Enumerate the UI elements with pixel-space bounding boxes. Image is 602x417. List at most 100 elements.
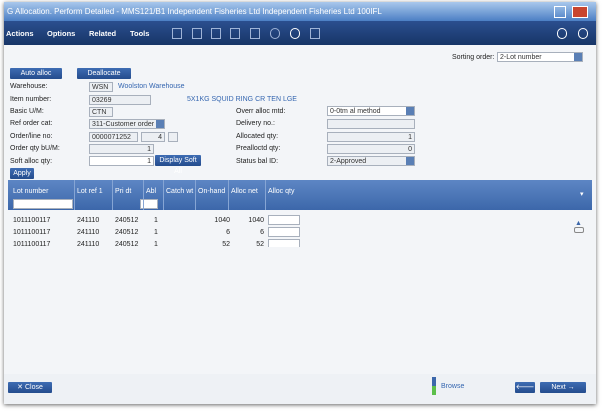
button[interactable]: Display Soft All	[155, 155, 201, 175]
label: Order qty bU/M:	[10, 145, 60, 152]
field: 0000071252	[89, 132, 138, 142]
button[interactable]: Deallocate	[77, 68, 131, 79]
zoom-icon[interactable]	[557, 28, 567, 39]
label: Allocated qty:	[236, 133, 279, 140]
toolbar-icon[interactable]	[211, 28, 221, 39]
cell: 240512	[115, 241, 139, 247]
field: 1	[89, 144, 154, 154]
column-menu[interactable]: ▾	[580, 191, 584, 198]
table-header: ▾ Lot number Lot ref 1 Pri dt Abl Catch wt On…	[8, 180, 592, 210]
field-text: Woolston Warehouse	[118, 83, 185, 90]
cell: 1040	[248, 217, 264, 224]
column-header: Alloc net	[231, 188, 258, 195]
label: Sorting order:	[452, 54, 495, 61]
alloc-input[interactable]	[268, 239, 300, 247]
menu-item[interactable]: Related	[89, 29, 117, 38]
toolbar-icon[interactable]	[250, 28, 260, 39]
button-text: Next	[551, 384, 566, 391]
column-header: Lot number	[13, 188, 49, 195]
browse-icon[interactable]	[432, 377, 436, 395]
label: Ref order cat:	[10, 120, 53, 127]
column-header: On-hand	[198, 188, 226, 195]
window: G Allocation. Perform Detailed - MMS121/…	[4, 2, 596, 404]
menu-item[interactable]: Options	[47, 29, 76, 38]
label: Warehouse:	[10, 83, 48, 90]
button-text: Close	[24, 384, 43, 391]
cell: 1	[154, 229, 158, 236]
button[interactable]: Apply	[10, 168, 34, 179]
column-separator	[265, 180, 266, 210]
button[interactable]: Next →	[540, 382, 586, 393]
toolbar-icon[interactable]	[172, 28, 182, 39]
column-header: Catch wt	[166, 188, 194, 195]
scroll-up[interactable]: ▲	[575, 220, 582, 227]
column-header: Alloc qty	[268, 188, 295, 195]
link[interactable]: Browse	[441, 383, 465, 390]
select: 2-Approved	[327, 156, 415, 166]
toolbar-icon[interactable]	[310, 28, 320, 39]
label: Basic U/M:	[10, 108, 44, 115]
cell: 1011100117	[13, 241, 51, 247]
column-separator	[74, 180, 75, 210]
button[interactable]: Auto alloc	[10, 68, 62, 79]
label: Item number:	[10, 96, 52, 103]
help-icon[interactable]	[578, 28, 588, 39]
label: Delivery no.:	[236, 120, 275, 127]
alloc-input[interactable]	[268, 215, 300, 225]
field: 4	[141, 132, 165, 142]
menu-item[interactable]: Tools	[130, 29, 150, 38]
toolbar-icon[interactable]	[270, 28, 280, 39]
cell: 1040	[214, 217, 230, 224]
cell: 241110	[77, 241, 100, 247]
field: 1	[327, 132, 415, 142]
refresh-icon[interactable]	[290, 28, 300, 39]
select: 311-Customer order	[89, 119, 165, 129]
field: 03269	[89, 95, 151, 105]
column-separator	[143, 180, 144, 210]
select[interactable]: 2-Lot number	[497, 52, 583, 62]
label: Order/line no:	[10, 133, 53, 140]
cell: 6	[260, 229, 264, 236]
toolbar-icon[interactable]	[230, 28, 240, 39]
cell: 52	[222, 241, 230, 247]
column-header: Lot ref 1	[77, 188, 103, 195]
scroll-thumb[interactable]	[574, 227, 584, 233]
column-separator	[112, 180, 113, 210]
cell: 241110	[77, 229, 100, 236]
select[interactable]: 0-0tm al method	[327, 106, 415, 116]
column-header: Pri dt	[115, 188, 132, 195]
cell: 1011100117	[13, 217, 51, 224]
button[interactable]: ✕ Close	[8, 382, 52, 393]
field: WSN	[89, 82, 113, 92]
filter-input[interactable]	[140, 199, 158, 209]
menu-item[interactable]: Actions	[6, 29, 34, 38]
cell: 240512	[115, 217, 139, 224]
cell: 6	[226, 229, 230, 236]
back-button[interactable]: 🡐	[515, 382, 535, 393]
maximize[interactable]	[554, 6, 566, 18]
field	[168, 132, 178, 142]
field: CTN	[89, 107, 113, 117]
table-body: 1011100117 241110 240512 1 1040 1040 101110011…	[8, 211, 578, 247]
window-title: G Allocation. Perform Detailed - MMS121/…	[7, 7, 382, 16]
label: Overr alloc mtd:	[236, 108, 286, 115]
cell: 1	[154, 241, 158, 247]
column-separator	[195, 180, 196, 210]
toolbar-icon[interactable]	[192, 28, 202, 39]
column-header: Abl	[146, 188, 157, 195]
column-separator	[163, 180, 164, 210]
cell: 1	[154, 217, 158, 224]
filter-input[interactable]	[13, 199, 73, 209]
field-text: 5X1KG SQUID RING CR TEN LGE	[187, 96, 297, 103]
label: Soft alloc qty:	[10, 158, 53, 165]
field	[327, 119, 415, 129]
cell: 241110	[77, 217, 100, 224]
cell: 52	[256, 241, 264, 247]
input[interactable]: 1	[89, 156, 154, 166]
label: Status bal ID:	[236, 158, 279, 165]
close-window[interactable]	[572, 6, 588, 18]
footer	[4, 374, 596, 404]
alloc-input[interactable]	[268, 227, 300, 237]
field: 0	[327, 144, 415, 154]
